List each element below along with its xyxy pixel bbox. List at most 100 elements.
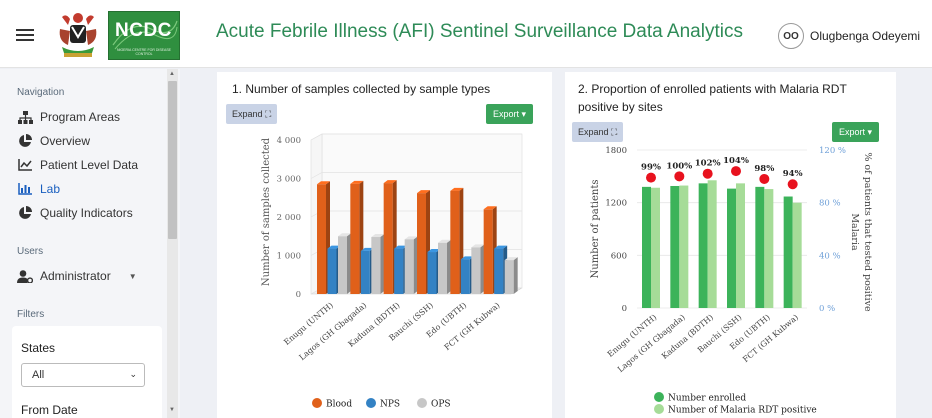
chart1-x-tick-label: FCT (GH Kubwa) — [443, 301, 502, 353]
sidebar-item-quality-indicators[interactable]: Quality Indicators — [17, 204, 133, 222]
chart2-title: 2. Proportion of enrolled patients with … — [578, 80, 847, 116]
chart1-y-tick-label: 4 000 — [277, 136, 301, 146]
menu-icon[interactable] — [16, 29, 34, 41]
bar-rdt-positive — [736, 183, 745, 308]
legend-marker-number-enrolled — [654, 392, 664, 402]
percent-marker — [702, 168, 713, 179]
percent-marker — [787, 179, 798, 190]
bar-rdt-positive — [679, 185, 689, 308]
filters-section-label: Filters — [17, 309, 45, 320]
legend-label-nps: NPS — [380, 400, 400, 410]
bar-number-enrolled — [727, 188, 736, 308]
percent-marker — [674, 171, 685, 182]
chart1-gridline — [310, 133, 522, 141]
chart2-y-right-tick-label: 120 % — [819, 146, 846, 156]
chart2-y-right-tick-label: 0 % — [819, 304, 835, 314]
chart1-y-axis-label: Number of samples collected — [261, 137, 272, 286]
bar-side — [347, 233, 351, 294]
bar-front — [450, 190, 460, 294]
chart2-y-right-axis-label: % of patients that tested positive — [862, 152, 873, 312]
bar-front — [327, 248, 337, 294]
logo-swirl — [112, 20, 178, 50]
malaria-chart-card: 2. Proportion of enrolled patients with … — [565, 72, 896, 418]
bar-top — [471, 244, 485, 248]
bar-ops — [404, 236, 418, 294]
chart2-y-tick-label: 1200 — [605, 199, 627, 209]
percent-data-label: 99% — [641, 163, 661, 173]
legend-marker-rdt-positive — [654, 404, 664, 414]
sidebar-item-label: Overview — [40, 134, 91, 148]
chart2-y-tick-label: 0 — [622, 304, 627, 314]
user-name[interactable]: Olugbenga Odeyemi — [810, 29, 921, 43]
scroll-down-icon[interactable]: ▼ — [169, 407, 175, 413]
pie-chart-icon — [17, 134, 33, 148]
sidebar-item-overview[interactable]: Overview — [17, 132, 90, 150]
bar-top — [460, 256, 474, 260]
scroll-up-icon[interactable]: ▲ — [169, 71, 175, 77]
bar-front — [338, 236, 347, 294]
sidebar-item-label: Patient Level Data — [40, 158, 139, 172]
sidebar: Navigation Program Areas Overview Patien… — [0, 69, 180, 418]
user-menu[interactable]: OO Olugbenga Odeyemi — [778, 23, 920, 49]
bar-front — [438, 242, 447, 294]
sidebar-item-label: Administrator — [40, 269, 111, 283]
caret-down-icon: ▾ — [867, 127, 873, 137]
percent-marker — [646, 172, 656, 183]
bar-front — [360, 250, 370, 294]
states-label: States — [21, 341, 56, 355]
states-select[interactable]: All ⌄ — [21, 363, 145, 387]
expand-icon: ⛶ — [265, 109, 272, 119]
chart1-y-tick-label: 3 000 — [277, 175, 301, 185]
scrollbar-thumb[interactable] — [168, 81, 177, 239]
bar-ops — [438, 239, 451, 294]
from-date-label: From Date — [21, 403, 78, 417]
ncdc-logo: NCDC NIGERIA CENTRE FOR DISEASE CONTROL — [108, 11, 180, 60]
chart1-gridline — [310, 172, 522, 179]
bar-top — [504, 257, 518, 261]
app-header: NCDC NIGERIA CENTRE FOR DISEASE CONTROL … — [0, 0, 932, 68]
sidebar-scrollbar[interactable]: ▲ ▼ — [167, 69, 178, 418]
sidebar-item-label: Program Areas — [40, 110, 121, 124]
avatar[interactable]: OO — [778, 23, 804, 49]
sidebar-item-lab[interactable]: Lab — [17, 180, 60, 198]
chart2-x-tick-label: Enugu (UNTH) — [606, 313, 659, 359]
percent-data-label: 100% — [666, 161, 692, 171]
bar-front — [350, 183, 360, 294]
coat-of-arms-logo — [59, 13, 97, 57]
bar-ops — [471, 244, 485, 294]
bar-number-enrolled — [698, 183, 708, 308]
bar-number-enrolled — [670, 185, 680, 308]
expand-button-label: Expand — [232, 109, 263, 119]
bar-front — [417, 193, 426, 294]
expand-button[interactable]: Expand ⛶ — [226, 104, 278, 124]
bar-top — [350, 180, 364, 184]
chart2-y-tick-label: 1800 — [605, 146, 627, 156]
bar-number-enrolled — [642, 186, 651, 308]
sidebar-item-patient-level-data[interactable]: Patient Level Data — [17, 156, 138, 174]
bar-ops — [338, 233, 351, 294]
bar-rdt-positive — [764, 189, 774, 308]
export-button[interactable]: Export ▾ — [486, 104, 534, 124]
percent-data-label: 94% — [783, 169, 803, 179]
export-button-label: Export — [839, 127, 866, 137]
expand-button[interactable]: Expand ⛶ — [572, 122, 624, 142]
chart2-y-axis-label: Number of patients — [590, 180, 601, 279]
percent-data-label: 98% — [754, 164, 774, 174]
bar-top — [360, 247, 374, 251]
bar-top — [317, 181, 330, 185]
chart1-y-tick-label: 0 — [296, 290, 301, 300]
bar-top — [427, 249, 441, 253]
sidebar-item-program-areas[interactable]: Program Areas — [17, 108, 120, 126]
legend-marker-nps — [366, 398, 376, 408]
percent-data-label: 102% — [695, 159, 721, 169]
legend-marker-blood — [312, 398, 322, 408]
bar-front — [404, 239, 414, 294]
chart1-y-tick-label: 1 000 — [277, 252, 301, 262]
sidebar-item-administrator[interactable]: Administrator ▼ — [17, 267, 137, 285]
bar-front — [394, 248, 404, 294]
percent-data-label: 104% — [723, 156, 749, 166]
bar-rdt-positive — [707, 180, 717, 308]
bar-top — [450, 187, 464, 191]
export-button[interactable]: Export ▾ — [832, 122, 880, 142]
bar-top — [438, 239, 451, 243]
